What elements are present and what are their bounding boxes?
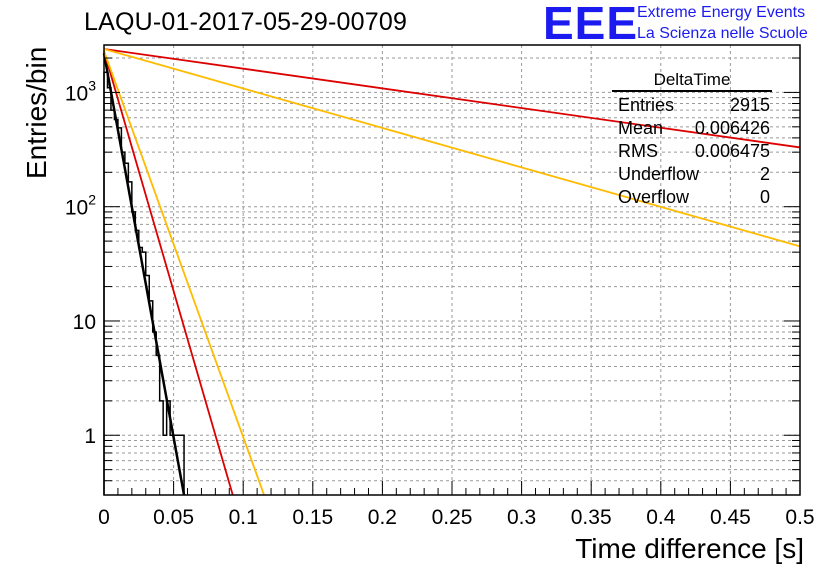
- histogram-bin: [111, 110, 114, 495]
- y-tick-label: 10: [73, 311, 96, 334]
- fit-curves: [102, 48, 801, 496]
- stat-row-underflow: Underflow 2: [612, 163, 788, 186]
- fit-orange-steep: [103, 50, 265, 496]
- histogram: [103, 71, 185, 495]
- x-axis-title: Time difference [s]: [575, 533, 804, 564]
- histogram-bin: [146, 275, 149, 495]
- y-tick-label: 103: [65, 77, 96, 105]
- stat-label: Underflow: [618, 164, 700, 184]
- histogram-bin: [170, 435, 173, 495]
- stat-value: 0: [759, 187, 770, 207]
- x-tick-label: 0.2: [368, 506, 397, 529]
- stat-row-entries: Entries 2915: [612, 94, 788, 117]
- fit-red-shallow: [103, 48, 801, 149]
- plot-title: LAQU-01-2017-05-29-00709: [84, 8, 408, 36]
- stat-value: 0.006475: [694, 141, 770, 161]
- histogram-bin: [139, 247, 142, 495]
- histogram-outline: [103, 71, 185, 495]
- y-tick-label: 102: [65, 192, 96, 220]
- y-tick-label: 1: [84, 425, 96, 448]
- histogram-bin: [125, 163, 128, 495]
- histogram-bin: [135, 230, 138, 495]
- stat-label: Overflow: [618, 187, 690, 207]
- stat-row-rms: RMS 0.006475: [612, 140, 788, 163]
- x-tick-label: 0.3: [507, 506, 536, 529]
- fit-orange-shallow: [103, 48, 801, 248]
- x-tick-label: 0.1: [229, 506, 258, 529]
- stat-label: RMS: [618, 141, 658, 161]
- y-axis-title: Entries/bin: [21, 46, 52, 179]
- x-tick-label: 0.25: [432, 506, 473, 529]
- stat-label: Entries: [618, 95, 675, 115]
- grid: [104, 45, 800, 495]
- fit-red-steep: [103, 50, 234, 496]
- stats-box: DeltaTime Entries 2915 Mean 0.006426 RMS…: [612, 70, 788, 209]
- stats-title: DeltaTime: [612, 70, 772, 92]
- x-tick-label: 0.5: [785, 506, 814, 529]
- eee-logo: EEE: [543, 0, 639, 49]
- x-tick-labels: 0 0.05 0.1 0.15 0.2 0.25 0.3 0.35 0.4 0.45 0.5: [98, 506, 814, 529]
- x-tick-label: 0.15: [292, 506, 333, 529]
- histogram-bin: [114, 119, 117, 495]
- stat-value: 0.006426: [694, 118, 770, 138]
- stat-row-mean: Mean 0.006426: [612, 117, 788, 140]
- x-tick-label: 0.05: [153, 506, 194, 529]
- histogram-bin: [121, 152, 124, 495]
- stat-label: Mean: [618, 118, 664, 138]
- logo-line-2: La Scienza nelle Scuole: [637, 25, 808, 42]
- x-tick-label: 0.4: [646, 506, 676, 529]
- histogram-bin: [153, 332, 156, 495]
- histogram-bin: [142, 252, 145, 495]
- histogram-bin: [107, 88, 110, 495]
- stat-row-overflow: Overflow 0: [612, 186, 788, 209]
- stat-value: 2: [759, 164, 770, 184]
- logo-line-1: Extreme Energy Events: [637, 4, 806, 21]
- x-tick-label: 0.35: [571, 506, 612, 529]
- stat-value: 2915: [729, 95, 770, 115]
- histogram-bin: [163, 435, 166, 495]
- histogram-bin: [118, 128, 121, 495]
- axis-ticks: [103, 57, 801, 496]
- x-tick-label: 0: [98, 506, 110, 529]
- x-tick-label: 0.45: [710, 506, 751, 529]
